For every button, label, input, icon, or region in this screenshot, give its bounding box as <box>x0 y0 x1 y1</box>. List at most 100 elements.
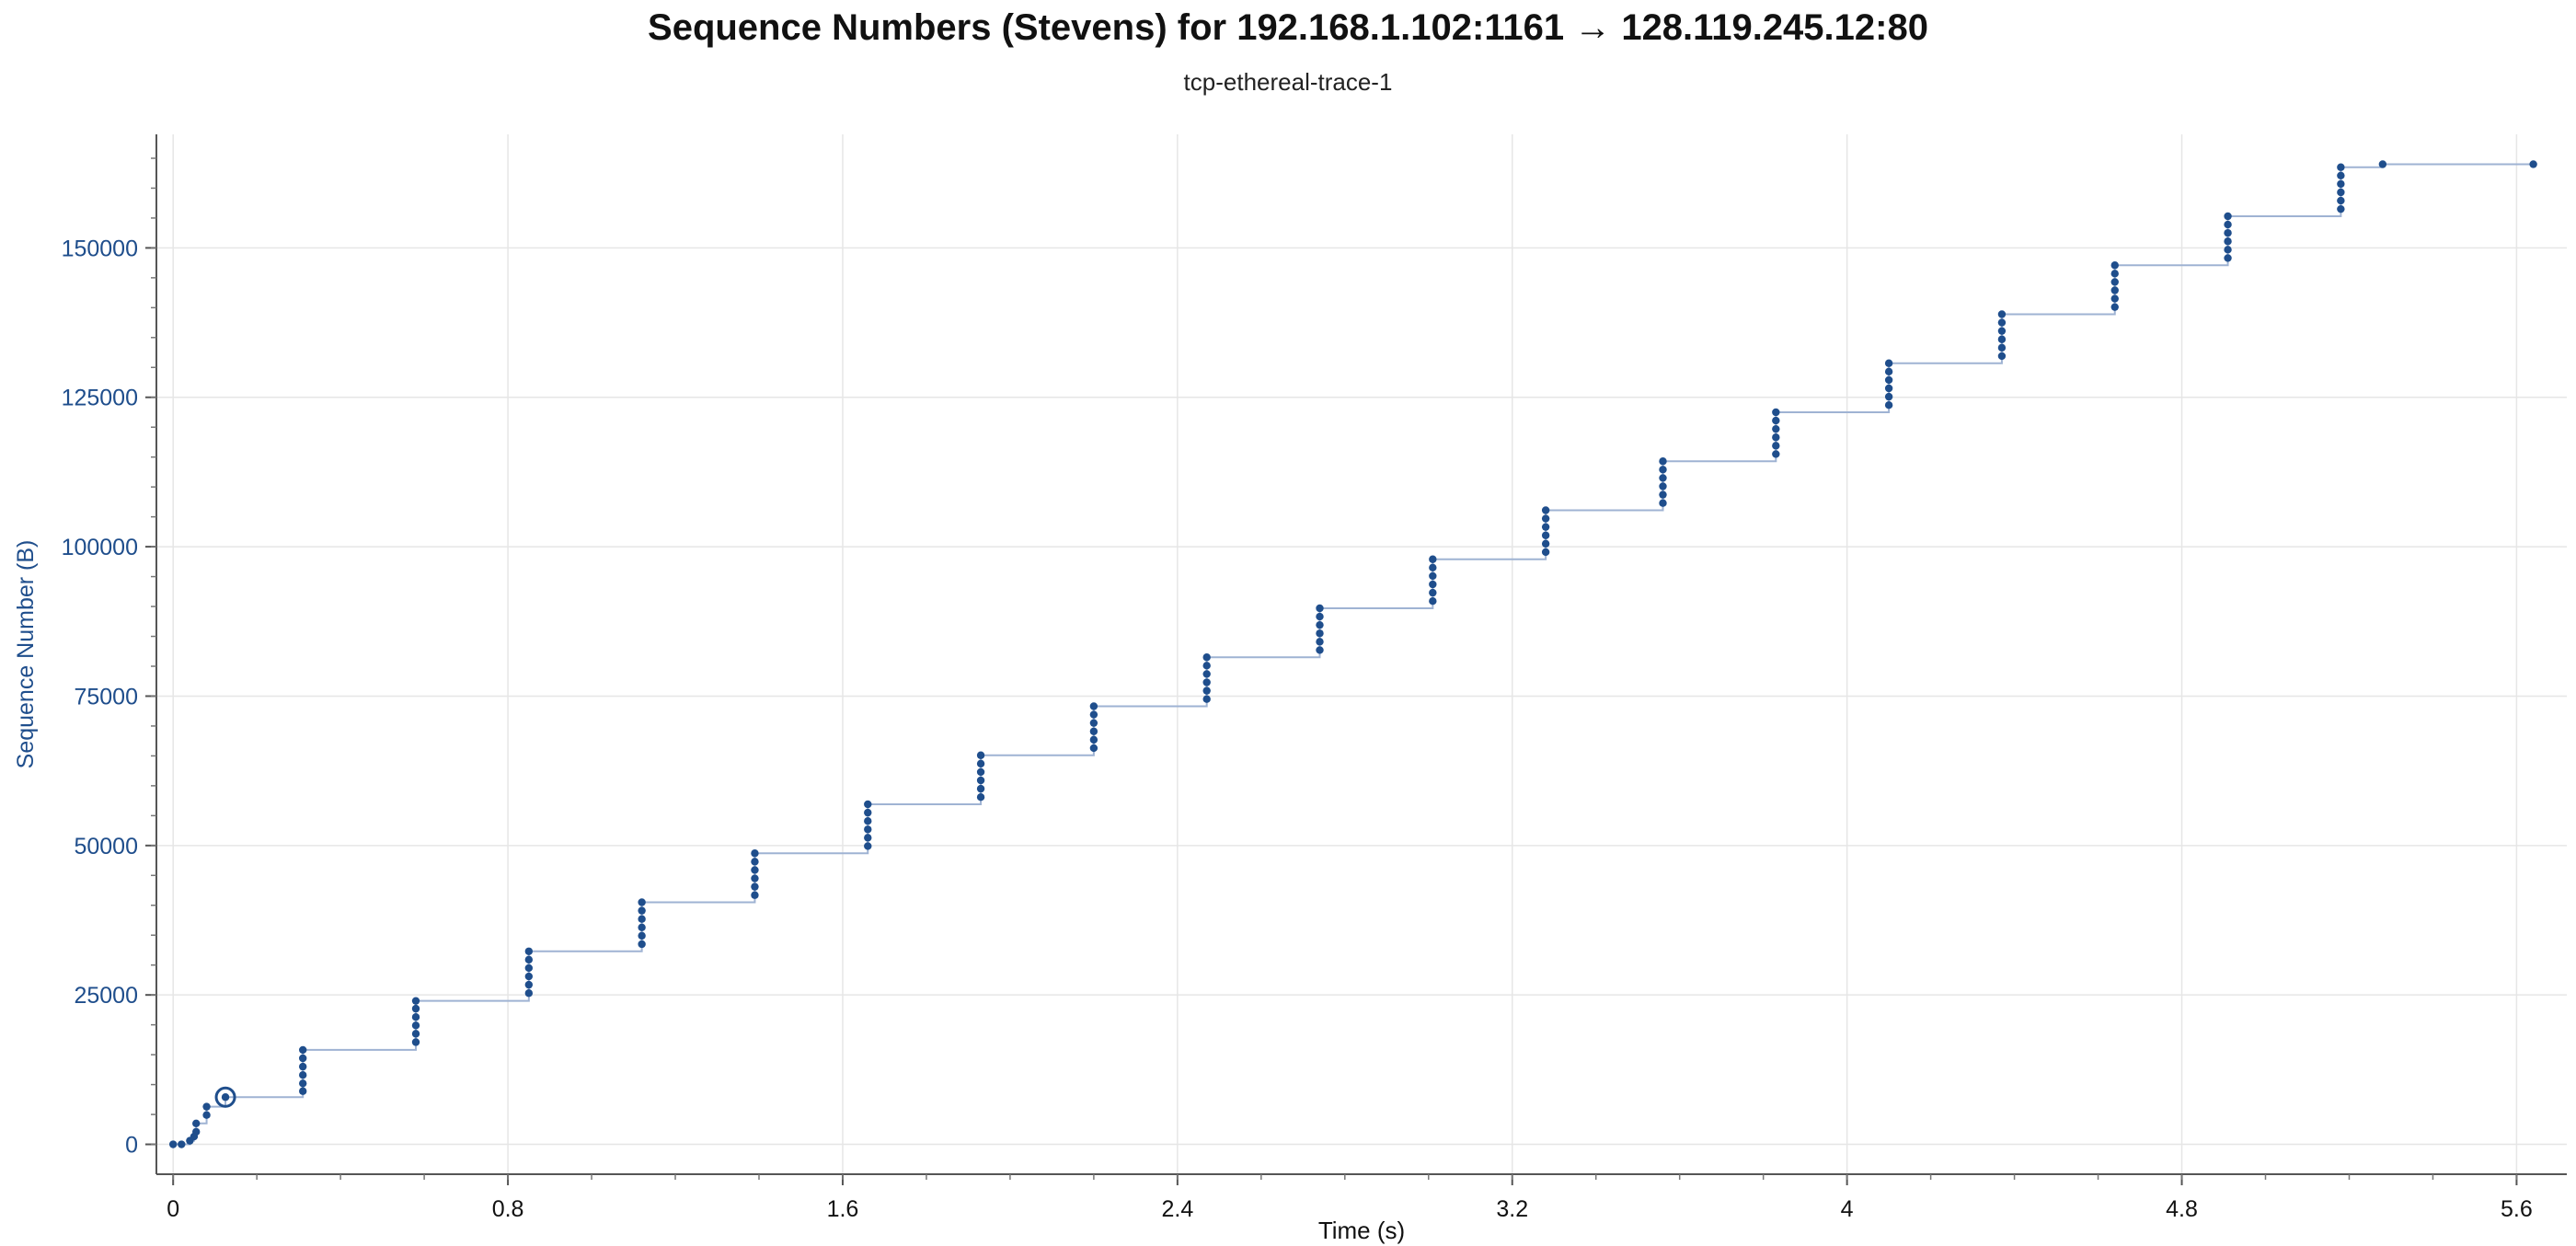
segment-point[interactable] <box>299 1070 307 1079</box>
segment-point[interactable] <box>299 1045 307 1055</box>
segment-point[interactable] <box>2378 160 2387 168</box>
segment-point[interactable] <box>524 963 534 973</box>
segment-point[interactable] <box>1659 474 1667 482</box>
highlighted-point-ring[interactable] <box>214 1086 236 1108</box>
segment-point[interactable] <box>1659 482 1667 490</box>
segment-point[interactable] <box>2224 237 2232 246</box>
segment-point[interactable] <box>751 883 759 891</box>
segment-point[interactable] <box>192 1119 201 1127</box>
segment-point[interactable] <box>1884 384 1893 393</box>
segment-point[interactable] <box>1202 695 1211 703</box>
segment-point[interactable] <box>976 784 985 793</box>
segment-point[interactable] <box>1316 646 1324 654</box>
segment-point[interactable] <box>2337 196 2345 205</box>
segment-point[interactable] <box>1997 310 2007 318</box>
segment-point[interactable] <box>638 915 646 923</box>
segment-point[interactable] <box>1202 678 1211 686</box>
segment-point[interactable] <box>1541 506 1550 514</box>
segment-point[interactable] <box>524 972 534 981</box>
segment-point[interactable] <box>1316 604 1324 613</box>
segment-point[interactable] <box>638 898 646 906</box>
segment-point[interactable] <box>2337 171 2345 180</box>
segment-point[interactable] <box>2224 246 2232 254</box>
segment-point[interactable] <box>1772 450 1780 458</box>
segment-point[interactable] <box>976 767 985 777</box>
segment-point[interactable] <box>638 940 646 949</box>
segment-point[interactable] <box>524 947 534 955</box>
segment-point[interactable] <box>1089 735 1098 744</box>
segment-point[interactable] <box>2110 294 2119 303</box>
segment-point[interactable] <box>524 955 534 964</box>
segment-point[interactable] <box>1429 555 1437 563</box>
segment-point[interactable] <box>1089 744 1098 753</box>
segment-point[interactable] <box>751 849 759 858</box>
segment-point[interactable] <box>1316 620 1324 629</box>
segment-point[interactable] <box>524 980 534 989</box>
segment-point[interactable] <box>1884 392 1893 401</box>
segment-point[interactable] <box>411 1013 420 1021</box>
segment-point[interactable] <box>2110 261 2119 270</box>
segment-point[interactable] <box>1202 670 1211 678</box>
segment-point[interactable] <box>299 1054 307 1063</box>
segment-point[interactable] <box>524 989 534 998</box>
segment-point[interactable] <box>976 759 985 768</box>
segment-point[interactable] <box>1772 433 1780 442</box>
segment-point[interactable] <box>1659 466 1667 474</box>
segment-point[interactable] <box>2224 212 2232 221</box>
segment-point[interactable] <box>1772 442 1780 450</box>
segment-point[interactable] <box>2110 303 2119 311</box>
segment-point[interactable] <box>168 1140 178 1148</box>
segment-point[interactable] <box>411 1030 420 1038</box>
segment-point[interactable] <box>411 1021 420 1030</box>
segment-point[interactable] <box>1089 719 1098 727</box>
segment-point[interactable] <box>1659 457 1667 466</box>
segment-point[interactable] <box>2337 188 2345 197</box>
segment-point[interactable] <box>202 1111 211 1119</box>
segment-point[interactable] <box>1202 686 1211 695</box>
segment-point[interactable] <box>2224 228 2232 237</box>
segment-point[interactable] <box>1089 710 1098 719</box>
segment-point[interactable] <box>221 1093 230 1102</box>
segment-point[interactable] <box>638 906 646 915</box>
segment-point[interactable] <box>864 825 872 834</box>
segment-point[interactable] <box>976 751 985 759</box>
segment-point[interactable] <box>1541 523 1550 531</box>
segment-point[interactable] <box>1659 499 1667 507</box>
segment-point[interactable] <box>864 808 872 817</box>
segment-point[interactable] <box>2337 204 2345 213</box>
segment-point[interactable] <box>299 1079 307 1088</box>
segment-point[interactable] <box>1202 662 1211 670</box>
segment-point[interactable] <box>864 842 872 850</box>
segment-point[interactable] <box>1429 597 1437 606</box>
segment-point[interactable] <box>751 858 759 866</box>
segment-point[interactable] <box>2110 286 2119 294</box>
segment-point[interactable] <box>1884 375 1893 385</box>
segment-point[interactable] <box>2224 220 2232 229</box>
segment-point[interactable] <box>2529 160 2537 168</box>
segment-point[interactable] <box>1541 548 1550 557</box>
segment-point[interactable] <box>2110 278 2119 286</box>
segment-point[interactable] <box>2224 254 2232 262</box>
segment-point[interactable] <box>1997 343 2007 352</box>
segment-point[interactable] <box>1772 424 1780 433</box>
segment-point[interactable] <box>1541 531 1550 539</box>
segment-point[interactable] <box>751 866 759 874</box>
segment-point[interactable] <box>1316 629 1324 638</box>
segment-point[interactable] <box>178 1140 186 1148</box>
segment-point[interactable] <box>638 931 646 940</box>
segment-point[interactable] <box>751 891 759 899</box>
segment-point[interactable] <box>1089 702 1098 710</box>
segment-point[interactable] <box>976 776 985 785</box>
segment-point[interactable] <box>1659 490 1667 499</box>
segment-point[interactable] <box>411 1038 420 1046</box>
segment-point[interactable] <box>1884 359 1893 367</box>
segment-point[interactable] <box>1089 727 1098 735</box>
segment-point[interactable] <box>864 816 872 825</box>
segment-point[interactable] <box>2337 163 2345 171</box>
segment-point[interactable] <box>299 1062 307 1071</box>
segment-point[interactable] <box>1997 327 2007 335</box>
segment-point[interactable] <box>1429 563 1437 572</box>
segment-point[interactable] <box>1429 580 1437 589</box>
segment-point[interactable] <box>411 997 420 1005</box>
